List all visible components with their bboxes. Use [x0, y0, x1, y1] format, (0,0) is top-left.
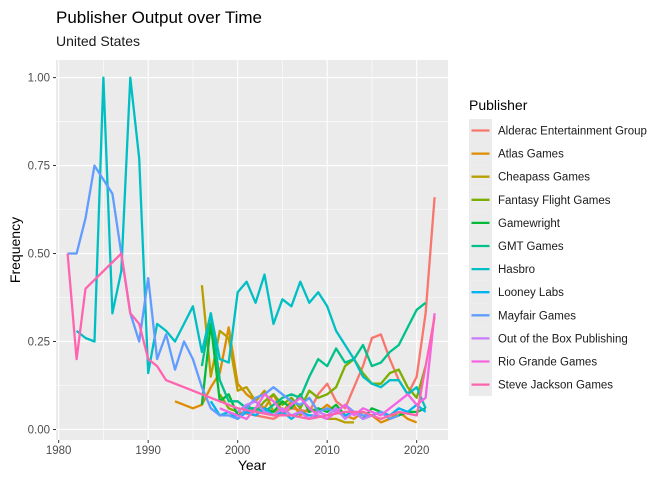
y-tick-label: 0.50: [28, 249, 50, 261]
series-line: [66, 252, 436, 421]
chart-subtitle: United States: [56, 33, 140, 49]
x-tick-label: 2010: [314, 445, 340, 457]
legend-label: Atlas Games: [498, 149, 564, 161]
legend-label: Looney Labs: [498, 287, 564, 299]
x-tick-label: 1990: [135, 445, 161, 457]
x-tick-label: 2020: [404, 445, 430, 457]
x-axis-ticks: 1980 1990 2000 2010 2020: [46, 440, 430, 457]
series-line: [75, 76, 427, 409]
x-axis-title: Year: [238, 457, 267, 473]
x-tick-label: 1980: [46, 445, 72, 457]
legend-label: Hasbro: [498, 264, 535, 276]
y-axis-ticks: 0.00 0.25 0.50 0.75 1.00: [28, 73, 56, 436]
legend-label: Alderac Entertainment Group: [498, 126, 647, 138]
legend-label: Rio Grande Games: [498, 357, 597, 369]
legend-label: Cheapass Games: [498, 172, 590, 184]
series-line: [174, 326, 418, 424]
series-line: [236, 400, 373, 421]
legend-label: Fantasy Flight Games: [498, 195, 611, 207]
series-line: [219, 313, 436, 421]
y-tick-label: 1.00: [28, 73, 50, 85]
y-tick-label: 0.25: [28, 336, 50, 348]
legend-label: GMT Games: [498, 241, 564, 253]
y-axis-title: Frequency: [7, 217, 23, 283]
legend-label: Mayfair Games: [498, 310, 576, 322]
plot-panel: [56, 60, 448, 440]
y-tick-label: 0.00: [28, 424, 50, 436]
x-tick-label: 2000: [225, 445, 251, 457]
legend-label: Out of the Box Publishing: [498, 333, 628, 345]
legend: Alderac Entertainment Group Atlas Games Ch…: [469, 119, 647, 397]
series-line: [200, 301, 427, 414]
minor-gridlines: [56, 60, 448, 440]
chart-title: Publisher Output over Time: [56, 8, 262, 27]
y-tick-label: 0.75: [28, 161, 50, 173]
legend-label: Gamewright: [498, 218, 561, 230]
legend-label: Steve Jackson Games: [498, 380, 613, 392]
series-lines: [66, 76, 436, 424]
legend-title: Publisher: [469, 97, 528, 113]
